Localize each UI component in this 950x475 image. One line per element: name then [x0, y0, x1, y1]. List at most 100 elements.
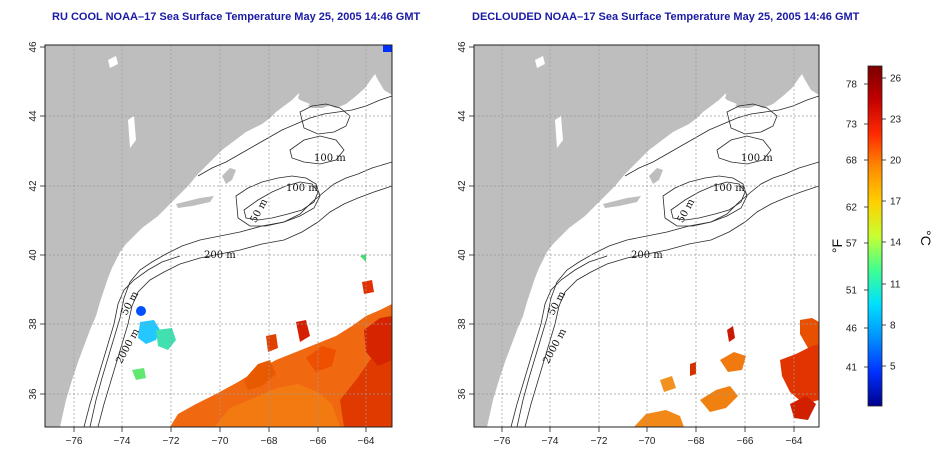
- sst-patch: [660, 376, 676, 392]
- contour-label: 100 m: [713, 183, 745, 194]
- sst-patch: [132, 368, 146, 380]
- lon-tick-label: −70: [639, 436, 656, 447]
- lake: [108, 56, 118, 68]
- lon-tick-label: −72: [591, 436, 608, 447]
- contour-label: 100 m: [314, 153, 346, 164]
- sst-patch: [720, 352, 746, 372]
- celsius-tick-label: 17: [890, 197, 902, 208]
- lon-tick-label: −76: [66, 436, 83, 447]
- sst-patch: [214, 384, 340, 427]
- lat-tick-label: 46: [28, 41, 39, 53]
- axes: −76 −74 −72 −70 −68 −66 −64 36 38 40 42 44 46 −76 −74 −…: [28, 41, 803, 447]
- graticule: [45, 45, 392, 427]
- fahrenheit-tick-label: 62: [846, 203, 858, 214]
- colorbar-scale: [867, 65, 883, 407]
- bay-of-fundy: [290, 100, 310, 114]
- cape-cod: [222, 168, 236, 184]
- sst-patch: [364, 316, 392, 366]
- lon-tick-label: −74: [114, 436, 131, 447]
- celsius-tick-label: 8: [890, 321, 896, 332]
- nova-scotia: [725, 70, 787, 108]
- lon-tick-label: −68: [261, 436, 278, 447]
- lat-tick-label: 38: [457, 318, 468, 330]
- graticule: [474, 45, 819, 427]
- celsius-tick-label: 14: [890, 238, 902, 249]
- colorbar: 78 73 68 62 57 51 46 41 26 23 20 17 14 11 8 5 °F °C: [829, 65, 934, 407]
- lon-tick-label: −74: [542, 436, 559, 447]
- fahrenheit-unit-label: °F: [829, 239, 845, 253]
- bathymetry-contours: [510, 95, 819, 427]
- long-island: [603, 196, 641, 208]
- fahrenheit-tick-label: 41: [846, 363, 858, 374]
- celsius-tick-label: 5: [890, 362, 896, 373]
- lon-tick-label: −64: [786, 436, 803, 447]
- lake: [128, 116, 136, 148]
- lon-tick-label: −70: [212, 436, 229, 447]
- celsius-unit-label: °C: [918, 230, 934, 246]
- contour-label: 200 m: [204, 250, 236, 261]
- map-frame: [473, 44, 820, 428]
- left-panel-title: RU COOL NOAA–17 Sea Surface Temperature …: [52, 11, 421, 23]
- sst-patch: [700, 386, 738, 412]
- sst-patch: [296, 320, 310, 342]
- sst-patch: [306, 346, 336, 372]
- sst-patch: [136, 306, 146, 316]
- lat-tick-label: 42: [457, 180, 468, 192]
- lon-tick-label: −76: [494, 436, 511, 447]
- sst-patch: [244, 360, 276, 390]
- lat-tick-label: 44: [28, 110, 39, 122]
- sst-patch: [170, 304, 392, 427]
- lat-tick-label: 36: [28, 388, 39, 400]
- lake: [535, 56, 545, 68]
- fahrenheit-tick-label: 78: [846, 80, 858, 91]
- sst-pixels: [634, 318, 819, 427]
- newfoundland: [370, 45, 392, 95]
- cape-cod: [649, 168, 663, 184]
- lon-tick-label: −66: [737, 436, 754, 447]
- sst-patch: [800, 318, 819, 350]
- lat-tick-label: 40: [457, 249, 468, 261]
- fahrenheit-tick-label: 46: [846, 324, 858, 335]
- sst-patch: [360, 254, 366, 262]
- sst-patch: [138, 320, 160, 344]
- map-frame: [44, 44, 393, 428]
- sst-patch: [780, 344, 819, 404]
- celsius-tick-label: 11: [890, 280, 901, 291]
- fahrenheit-tick-label: 51: [846, 286, 858, 297]
- lon-tick-label: −68: [688, 436, 705, 447]
- fahrenheit-tick-label: 73: [846, 120, 858, 131]
- lat-tick-label: 38: [28, 318, 39, 330]
- sst-pixels: [132, 45, 392, 427]
- right-map: 100 m 100 m 50 m 200 m 50 m 2000 m: [473, 44, 820, 428]
- sst-patch: [690, 362, 696, 376]
- sst-patch: [383, 45, 392, 52]
- fahrenheit-tick-label: 57: [846, 239, 858, 250]
- lat-tick-label: 40: [28, 249, 39, 261]
- lake: [555, 116, 563, 148]
- lon-tick-label: −66: [310, 436, 327, 447]
- bathymetry-contours: [83, 95, 392, 427]
- contour-label: 100 m: [286, 183, 318, 194]
- lon-tick-label: −72: [163, 436, 180, 447]
- sst-patch: [634, 410, 684, 427]
- lat-tick-label: 46: [457, 41, 468, 53]
- lat-tick-label: 36: [457, 388, 468, 400]
- sst-patch: [790, 396, 816, 420]
- contour-label: 200 m: [631, 250, 663, 261]
- bay-of-fundy: [717, 100, 737, 114]
- left-map: 100 m 100 m 50 m 200 m 50 m 2000 m: [44, 44, 393, 428]
- lat-tick-label: 44: [457, 110, 468, 122]
- colorbar-ticks: 78 73 68 62 57 51 46 41 26 23 20 17 14 11 8 5: [846, 74, 902, 374]
- contour-label: 100 m: [741, 153, 773, 164]
- right-panel-title: DECLOUDED NOAA–17 Sea Surface Temperatur…: [472, 11, 860, 23]
- sst-patch: [727, 326, 735, 342]
- nova-scotia: [298, 70, 360, 108]
- celsius-tick-label: 26: [890, 74, 902, 85]
- sst-patch: [362, 280, 374, 294]
- long-island: [176, 196, 214, 208]
- lon-tick-label: −64: [358, 436, 375, 447]
- celsius-tick-label: 20: [890, 156, 902, 167]
- lat-tick-label: 42: [28, 180, 39, 192]
- celsius-tick-label: 23: [890, 115, 902, 126]
